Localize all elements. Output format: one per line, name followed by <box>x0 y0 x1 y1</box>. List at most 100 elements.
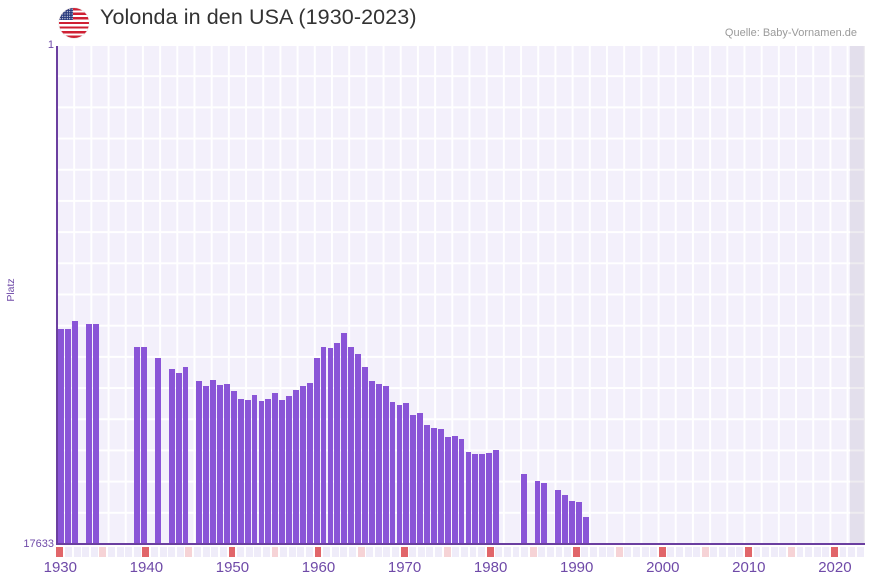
bar[interactable] <box>582 517 589 543</box>
bar[interactable] <box>458 439 465 543</box>
bar[interactable] <box>265 399 272 543</box>
bar[interactable] <box>65 329 72 543</box>
axis-marker <box>202 547 210 557</box>
bar[interactable] <box>313 358 320 543</box>
axis-marker <box>417 547 425 557</box>
bar[interactable] <box>520 474 527 543</box>
bar[interactable] <box>141 347 148 543</box>
axis-marker <box>340 547 348 557</box>
bar[interactable] <box>230 391 237 543</box>
bar[interactable] <box>320 347 327 543</box>
axis-marker <box>211 547 219 557</box>
axis-marker <box>736 547 744 557</box>
axis-marker <box>65 547 72 557</box>
bar[interactable] <box>362 367 368 543</box>
bar[interactable] <box>182 367 189 543</box>
bar[interactable] <box>210 380 217 543</box>
bar[interactable] <box>224 384 230 543</box>
bar[interactable] <box>175 373 182 543</box>
bar[interactable] <box>396 405 403 543</box>
bar[interactable] <box>486 453 493 543</box>
bar[interactable] <box>279 400 286 543</box>
axis-marker <box>822 547 830 557</box>
axis-marker <box>237 547 245 557</box>
x-axis-tick-label: 1970 <box>387 559 422 576</box>
bar[interactable] <box>348 347 355 543</box>
bar[interactable] <box>168 369 175 543</box>
bar[interactable] <box>493 450 499 543</box>
axis-marker <box>762 547 770 557</box>
bar[interactable] <box>217 385 223 543</box>
bar[interactable] <box>389 402 396 543</box>
x-axis-tick-label: 2020 <box>818 559 852 576</box>
axis-marker <box>727 547 735 557</box>
bar[interactable] <box>58 329 65 543</box>
bar[interactable] <box>327 348 334 543</box>
bar[interactable] <box>403 403 410 543</box>
bar[interactable] <box>244 400 251 543</box>
axis-marker <box>245 547 253 557</box>
bar[interactable] <box>134 347 141 543</box>
bar[interactable] <box>479 454 486 543</box>
bar[interactable] <box>417 413 424 543</box>
page-title: Yolonda in den USA (1930-2023) <box>100 5 417 29</box>
bar[interactable] <box>534 481 541 543</box>
bar[interactable] <box>562 495 568 543</box>
bar[interactable] <box>72 321 79 543</box>
bar[interactable] <box>293 390 299 543</box>
bar[interactable] <box>410 415 417 543</box>
bar[interactable] <box>237 399 244 543</box>
bar[interactable] <box>569 501 575 543</box>
bar[interactable] <box>272 393 279 543</box>
x-axis-tick-label: 1930 <box>43 559 77 576</box>
bar[interactable] <box>437 429 444 543</box>
us-flag-icon <box>59 8 89 38</box>
bar[interactable] <box>203 386 210 543</box>
axis-marker <box>676 547 683 557</box>
bar[interactable] <box>375 384 382 543</box>
axis-marker <box>357 547 365 557</box>
axis-marker <box>607 547 615 557</box>
axis-marker <box>521 547 529 557</box>
bar[interactable] <box>92 324 99 543</box>
bar[interactable] <box>431 428 437 543</box>
bar[interactable] <box>541 483 548 543</box>
bar[interactable] <box>355 354 361 543</box>
x-axis-tick-label: 1950 <box>215 559 250 576</box>
axis-marker <box>73 547 81 557</box>
axis-marker <box>667 547 675 557</box>
bar[interactable] <box>258 401 265 543</box>
axis-marker <box>159 547 167 557</box>
bar[interactable] <box>472 454 479 543</box>
bar[interactable] <box>444 437 451 543</box>
bar[interactable] <box>424 425 430 543</box>
bar[interactable] <box>451 436 458 543</box>
bar[interactable] <box>341 333 348 543</box>
bar[interactable] <box>555 490 562 543</box>
axis-marker <box>512 547 520 557</box>
bar[interactable] <box>334 343 341 543</box>
bar[interactable] <box>196 381 203 543</box>
bar[interactable] <box>368 381 375 543</box>
axis-marker <box>219 547 227 557</box>
axis-marker <box>331 547 339 557</box>
bar[interactable] <box>286 396 292 543</box>
bar[interactable] <box>251 395 258 543</box>
bar[interactable] <box>299 386 306 543</box>
axis-marker <box>770 547 778 557</box>
bar[interactable] <box>465 452 472 543</box>
bar[interactable] <box>155 358 161 543</box>
bar[interactable] <box>306 383 313 543</box>
axis-marker <box>624 547 632 557</box>
bar[interactable] <box>575 502 582 543</box>
bar[interactable] <box>382 386 389 543</box>
future-shaded-region <box>849 46 865 543</box>
axis-marker <box>125 547 133 557</box>
bar[interactable] <box>86 324 92 543</box>
axis-marker <box>589 547 597 557</box>
plot-area <box>56 46 865 545</box>
axis-marker <box>142 547 150 557</box>
axis-marker <box>460 547 468 557</box>
axis-marker <box>641 547 649 557</box>
axis-marker <box>813 547 821 557</box>
